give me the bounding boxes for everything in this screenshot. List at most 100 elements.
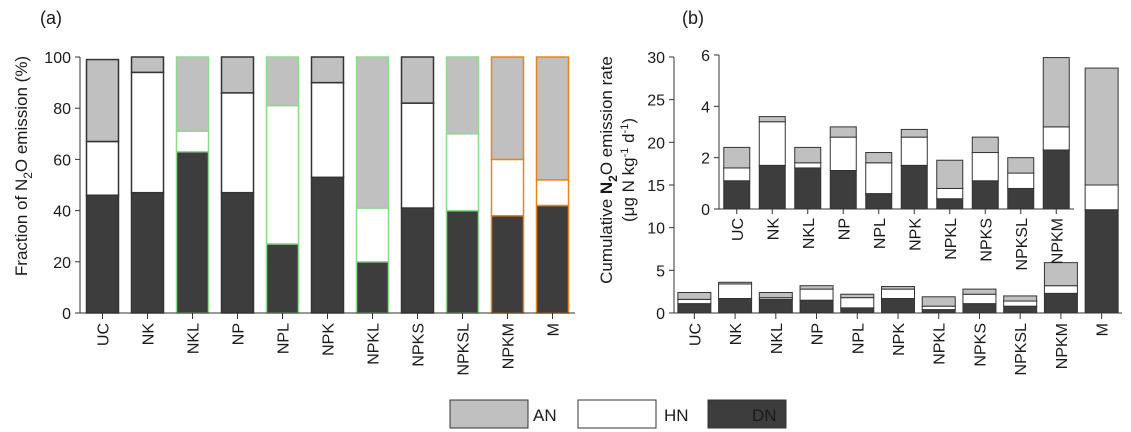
- b-xtick-label: NPKS: [972, 323, 989, 367]
- a-ytick-label: 60: [53, 152, 71, 169]
- b-xtick-label: M: [1095, 323, 1112, 336]
- b-bar-NPKSL-AN: [1003, 295, 1038, 302]
- a-bar-NK-AN: [130, 56, 165, 74]
- b-xtick-label: NPKL: [932, 323, 949, 365]
- inset-bar-NPK-AN: [900, 128, 928, 138]
- inset-xtick-label: NPKSL: [1014, 218, 1031, 271]
- a-bar-NPL-AN: [265, 56, 300, 107]
- b-xtick-label: NPKM: [1054, 323, 1071, 369]
- b-bar-NP-DN: [799, 299, 834, 314]
- inset-ytick-label: 4: [701, 99, 710, 116]
- a-bar-UC-HN: [85, 140, 120, 196]
- legend-swatch-DN: [707, 399, 787, 429]
- inset-ytick-label: 2: [701, 151, 710, 168]
- inset-bar-NP-DN: [829, 170, 857, 210]
- inset-bar-NKL-AN: [794, 146, 822, 164]
- a-xtick-label: NK: [141, 323, 158, 346]
- b-bar-NK-DN: [718, 297, 753, 314]
- b-bar-NPL-DN: [840, 307, 875, 314]
- inset-bar-NK-HN: [758, 121, 786, 166]
- a-bar-NKL-AN: [175, 56, 210, 132]
- a-ytick-label: 0: [62, 306, 71, 323]
- panel-b-label: (b): [682, 8, 704, 28]
- a-bar-NPKM-HN: [490, 158, 525, 217]
- b-bar-NPKSL-DN: [1003, 305, 1038, 314]
- b-ytick-label: 15: [647, 178, 665, 195]
- b-bar-M-HN: [1084, 184, 1119, 211]
- b-bar-NKL-AN: [758, 292, 793, 299]
- b-xtick-label: NPKSL: [1013, 323, 1030, 376]
- inset-bar-NPKS-HN: [971, 152, 999, 182]
- b-bar-NPKS-AN: [962, 288, 997, 295]
- a-bar-NPK-DN: [310, 176, 345, 314]
- a-bar-NPKS-HN: [400, 102, 435, 209]
- a-bar-UC-DN: [85, 194, 120, 314]
- inset-bar-NPL-DN: [865, 193, 893, 210]
- b-bar-UC-DN: [677, 303, 712, 314]
- inset-xtick-label: UC: [730, 218, 747, 241]
- inset-bar-NPKS-AN: [971, 136, 999, 154]
- inset-ytick-label: 6: [701, 48, 710, 65]
- inset-bar-NPKL-DN: [936, 198, 964, 210]
- inset-bar-UC-DN: [723, 180, 751, 210]
- a-xtick-label: NPK: [321, 323, 338, 356]
- b-bar-NPL-AN: [840, 293, 875, 299]
- b-bar-UC-HN: [677, 298, 712, 305]
- a-bar-NP-HN: [220, 92, 255, 194]
- inset-bar-NPL-AN: [865, 152, 893, 164]
- inset-xtick-label: NK: [765, 218, 782, 241]
- b-xtick-label: UC: [687, 323, 704, 346]
- a-ytick-label: 40: [53, 204, 71, 221]
- b-bar-UC-AN: [677, 292, 712, 300]
- inset-xtick-label: NPKS: [978, 218, 995, 262]
- a-xtick-label: NPKL: [366, 323, 383, 365]
- a-bar-NPKM-DN: [490, 214, 525, 314]
- a-bar-NPKL-DN: [355, 261, 390, 314]
- b-bar-M-AN: [1084, 67, 1119, 186]
- b-bar-NK-HN: [718, 283, 753, 299]
- inset-bar-NPKSL-HN: [1007, 172, 1035, 189]
- inset-bar-NPL-HN: [865, 162, 893, 195]
- legend-swatch-AN: [449, 399, 529, 429]
- inset-bar-NPK-DN: [900, 164, 928, 210]
- a-ytick-label: 80: [53, 101, 71, 118]
- inset-xtick-label: NPK: [907, 218, 924, 251]
- a-bar-NPKL-AN: [355, 56, 390, 209]
- b-bar-NPKL-HN: [921, 305, 956, 311]
- b-bar-NP-HN: [799, 288, 834, 301]
- a-bar-NK-DN: [130, 191, 165, 314]
- inset-chart: UC NK NKL NP NPL NPK NPKL NPKS NPKSL NPKM 0 2 4 6: [701, 48, 1074, 270]
- a-bar-M-HN: [535, 179, 570, 207]
- a-xtick-label: UC: [96, 323, 113, 346]
- a-xtick-label: NPKS: [411, 323, 428, 367]
- a-bar-NKL-HN: [175, 130, 210, 153]
- b-bar-NPK-DN: [881, 297, 915, 314]
- b-ytick-label: 5: [656, 263, 665, 280]
- inset-bar-NK-AN: [758, 116, 786, 123]
- y-axis-units-b: (μg N kg-1 d-1): [619, 118, 638, 222]
- inset-bar-NPKL-HN: [936, 187, 964, 200]
- a-bar-NPKSL-AN: [445, 56, 480, 135]
- b-bar-NP-AN: [799, 285, 834, 290]
- legend-swatch-HN: [577, 399, 657, 429]
- a-bar-NPKL-HN: [355, 207, 390, 263]
- a-bar-NPL-HN: [265, 104, 300, 245]
- b-xtick-label: NPL: [850, 323, 867, 354]
- b-xtick-label: NKL: [769, 323, 786, 354]
- a-ytick-label: 20: [53, 255, 71, 272]
- inset-bar-NKL-HN: [794, 162, 822, 169]
- inset-bar-UC-AN: [723, 146, 751, 169]
- inset-bar-NPK-HN: [900, 136, 928, 166]
- b-bar-NPKM-HN: [1043, 285, 1078, 294]
- inset-ytick-label: 0: [701, 202, 710, 219]
- chart-b: (b) Cumulative N2O emission rate (μg N k…: [597, 8, 1122, 375]
- a-xtick-label: M: [546, 323, 563, 336]
- a-bar-NPKS-AN: [400, 56, 435, 104]
- b-bar-NPKL-DN: [921, 309, 956, 314]
- a-bar-UC-AN: [85, 58, 120, 143]
- inset-bar-NPKM-DN: [1042, 149, 1070, 210]
- inset-xtick-label: NPKM: [1049, 218, 1066, 264]
- chart-a: (a) Fraction of N2O emission (%) UC NK NKL…: [12, 8, 575, 375]
- inset-bar-NPKS-DN: [971, 180, 999, 210]
